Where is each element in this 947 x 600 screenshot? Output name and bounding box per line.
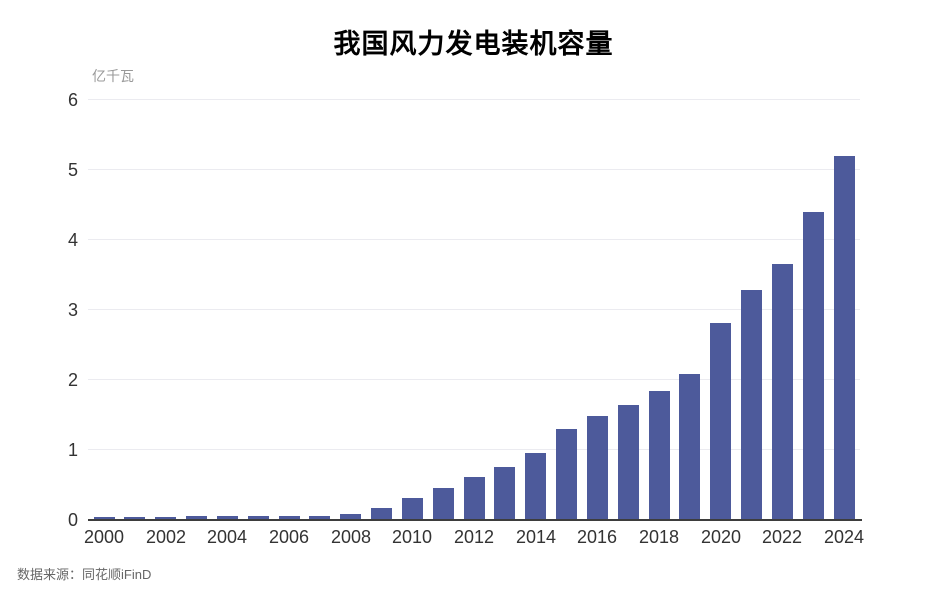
x-tick-label-2008: 2008 bbox=[330, 527, 372, 547]
bar-2009 bbox=[371, 508, 392, 520]
y-tick-label-3: 3 bbox=[67, 300, 78, 320]
bar-2006 bbox=[279, 516, 300, 520]
x-tick-label-2020: 2020 bbox=[700, 527, 742, 547]
x-axis-line bbox=[88, 519, 862, 521]
gridline-y-6 bbox=[88, 99, 860, 100]
x-tick-label-2004: 2004 bbox=[206, 527, 248, 547]
x-tick-label-2018: 2018 bbox=[638, 527, 680, 547]
bar-2008 bbox=[340, 514, 361, 520]
y-tick-label-4: 4 bbox=[67, 230, 78, 250]
x-tick-label-2016: 2016 bbox=[576, 527, 618, 547]
bar-2003 bbox=[186, 516, 207, 520]
bar-2016 bbox=[587, 416, 608, 520]
x-tick-label-2006: 2006 bbox=[268, 527, 310, 547]
gridline-y-1 bbox=[88, 449, 860, 450]
chart-title: 我国风力发电装机容量 bbox=[333, 29, 614, 59]
bar-2007 bbox=[309, 516, 330, 520]
gridline-y-3 bbox=[88, 309, 860, 310]
bar-2024 bbox=[834, 156, 855, 520]
x-tick-label-2010: 2010 bbox=[391, 527, 433, 547]
gridline-y-2 bbox=[88, 379, 860, 380]
data-source-note: 数据来源：同花顺iFinD bbox=[17, 567, 152, 582]
bar-2010 bbox=[402, 498, 423, 520]
y-tick-label-6: 6 bbox=[67, 90, 78, 110]
bar-2005 bbox=[248, 516, 269, 520]
bar-2023 bbox=[803, 212, 824, 520]
bar-2004 bbox=[217, 516, 238, 520]
x-tick-label-2002: 2002 bbox=[145, 527, 187, 547]
y-tick-label-0: 0 bbox=[67, 510, 78, 530]
bar-2019 bbox=[679, 374, 700, 520]
y-tick-label-2: 2 bbox=[67, 370, 78, 390]
x-tick-label-2000: 2000 bbox=[83, 527, 125, 547]
gridline-y-5 bbox=[88, 169, 860, 170]
bar-2012 bbox=[464, 477, 485, 520]
bar-2001 bbox=[124, 517, 145, 520]
bar-2018 bbox=[649, 391, 670, 520]
bar-2000 bbox=[94, 517, 115, 520]
bar-2020 bbox=[710, 323, 731, 520]
y-axis-unit-label: 亿千瓦 bbox=[92, 68, 134, 84]
bar-2017 bbox=[618, 405, 639, 520]
x-tick-label-2024: 2024 bbox=[823, 527, 865, 547]
y-tick-label-5: 5 bbox=[67, 160, 78, 180]
bar-2014 bbox=[525, 453, 546, 520]
bar-2002 bbox=[155, 517, 176, 520]
bar-2021 bbox=[741, 290, 762, 520]
bar-2015 bbox=[556, 429, 577, 520]
x-tick-label-2014: 2014 bbox=[515, 527, 557, 547]
x-tick-label-2012: 2012 bbox=[453, 527, 495, 547]
bar-2022 bbox=[772, 264, 793, 520]
gridline-y-4 bbox=[88, 239, 860, 240]
x-tick-label-2022: 2022 bbox=[761, 527, 803, 547]
bar-2011 bbox=[433, 488, 454, 520]
y-tick-label-1: 1 bbox=[67, 440, 78, 460]
bar-2013 bbox=[494, 467, 515, 520]
